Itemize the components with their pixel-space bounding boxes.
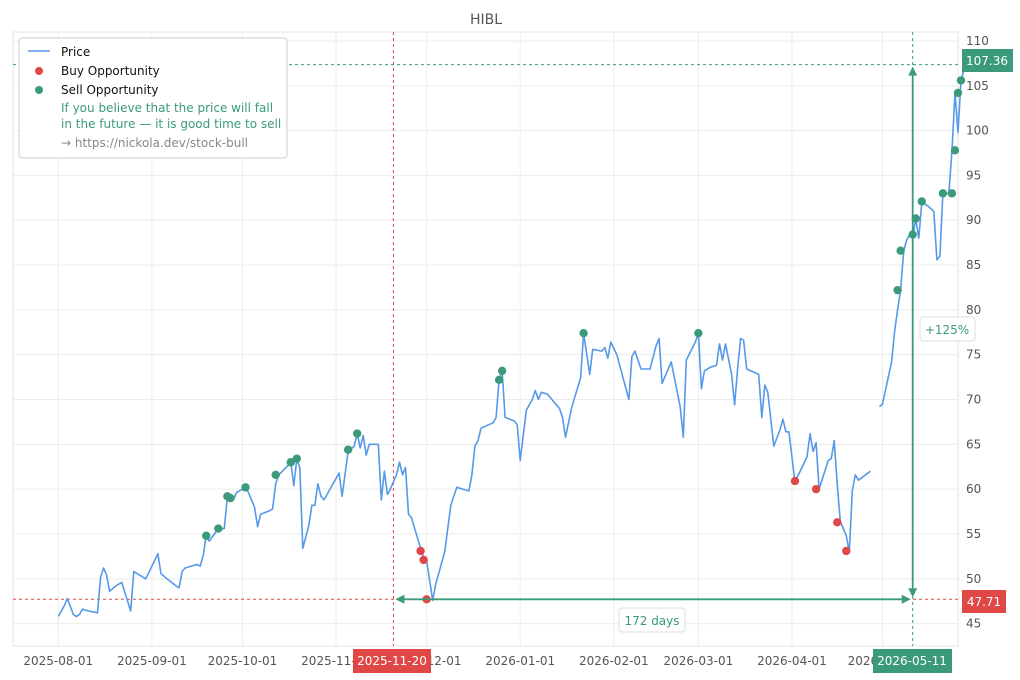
legend-note-line-2: in the future — it is good time to sell	[61, 117, 281, 131]
y-tick-label: 65	[966, 437, 981, 451]
change-arrow-head-down	[908, 588, 918, 598]
y-tick-label: 70	[966, 393, 981, 407]
sell-price-badge: 107.36	[962, 49, 1013, 72]
y-tick-label: 50	[966, 572, 981, 586]
buy-price-label: 47.71	[967, 595, 1001, 609]
x-tick-label: 2026-02-01	[579, 654, 649, 668]
buy-marker	[419, 555, 428, 565]
sell-marker	[950, 146, 960, 155]
y-tick-label: 45	[966, 617, 981, 631]
y-tick-label: 90	[966, 213, 981, 227]
x-tick-label: 2025-08-01	[23, 654, 93, 668]
x-tick-label: 2025-09-01	[117, 654, 187, 668]
x-axis-ticks: 2025-08-01 2025-09-01 2025-10-01 2025-11-01…	[23, 654, 917, 668]
sell-marker	[241, 483, 250, 492]
opportunity-markers	[202, 60, 972, 604]
y-tick-label: 100	[966, 124, 989, 138]
sell-marker	[286, 458, 295, 467]
sell-marker	[271, 470, 280, 479]
sell-marker	[917, 197, 926, 206]
legend: Price Buy Opportunity Sell Opportunity I…	[18, 37, 288, 159]
sell-marker	[292, 454, 302, 463]
y-tick-label: 75	[966, 348, 981, 362]
sell-marker	[352, 429, 362, 438]
duration-arrow-head-left	[395, 594, 405, 604]
x-tick-label: 2026-04-01	[757, 654, 827, 668]
sell-marker	[947, 189, 957, 198]
y-axis-ticks: 45 50 55 60 65 70 75 80 85 90 95 100 105 110	[966, 34, 989, 631]
sell-marker	[226, 493, 235, 503]
buy-date-badge: 2025-11-20	[353, 649, 431, 673]
sell-marker	[896, 246, 905, 255]
buy-price-badge: 47.71	[962, 590, 1006, 613]
duration-box: 172 days	[618, 607, 686, 633]
y-tick-label: 95	[966, 168, 981, 182]
change-arrow-head-up	[908, 66, 918, 76]
buy-date-label: 2025-11-20	[357, 654, 427, 668]
duration-arrow-head-right	[901, 594, 911, 604]
buy-marker	[811, 484, 821, 494]
buy-marker	[842, 546, 851, 556]
sell-marker	[694, 328, 703, 338]
legend-buy-label: Buy Opportunity	[61, 64, 160, 78]
y-tick-label: 110	[966, 34, 989, 48]
buy-marker	[790, 476, 800, 486]
legend-sell-swatch	[35, 86, 43, 94]
chart-title: HIBL	[470, 12, 502, 28]
y-tick-label: 85	[966, 258, 981, 272]
legend-note-line-1: If you believe that the price will fall	[61, 101, 273, 115]
sell-marker	[494, 375, 504, 384]
change-label: +125%	[925, 323, 969, 337]
sell-marker	[911, 214, 920, 223]
sell-marker	[214, 524, 223, 533]
sell-price-label: 107.36	[966, 54, 1008, 68]
duration-label: 172 days	[624, 614, 679, 628]
legend-link: → https://nickola.dev/stock-bull	[61, 136, 248, 150]
change-box: +125%	[919, 316, 976, 342]
sell-marker	[938, 189, 948, 198]
x-tick-label: 2025-10-01	[208, 654, 278, 668]
sell-marker	[579, 328, 588, 338]
sell-marker	[953, 88, 963, 98]
buy-marker	[833, 518, 842, 527]
y-tick-label: 55	[966, 527, 981, 541]
y-tick-label: 80	[966, 303, 981, 317]
x-tick-label: 2026-03-01	[663, 654, 733, 668]
sell-marker	[956, 76, 966, 85]
legend-price-label: Price	[61, 45, 90, 59]
legend-sell-label: Sell Opportunity	[61, 83, 159, 97]
sell-marker	[202, 531, 211, 540]
buy-marker	[416, 546, 425, 556]
sell-date-label: 2026-05-11	[877, 654, 947, 668]
x-tick-label: 2026-01-01	[485, 654, 555, 668]
range-arrows	[395, 66, 918, 604]
y-tick-label: 60	[966, 482, 981, 496]
sell-marker	[497, 366, 507, 376]
y-tick-label: 105	[966, 79, 989, 93]
legend-buy-swatch	[35, 67, 43, 75]
sell-marker	[893, 285, 902, 295]
sell-marker	[343, 445, 353, 454]
sell-date-badge: 2026-05-11	[873, 649, 952, 673]
